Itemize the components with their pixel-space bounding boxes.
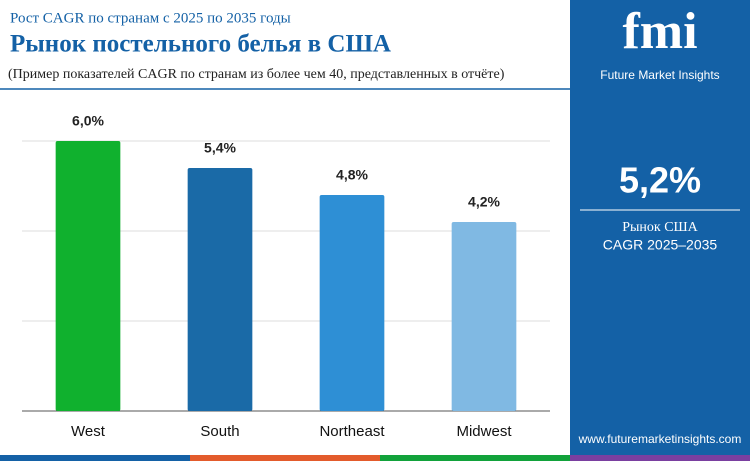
value-label: 6,0% [72, 113, 104, 129]
headline-label: Рынок США [622, 220, 698, 235]
chart-title: Рынок постельного белья в США [10, 31, 391, 58]
sidebar-panel [570, 0, 750, 455]
footer-strip [380, 455, 570, 461]
logo: fmi [622, 3, 697, 60]
chart-subtitle: Рост CAGR по странам с 2025 по 2035 годы [10, 10, 291, 26]
value-label: 4,8% [336, 167, 368, 183]
value-label: 4,2% [468, 194, 500, 210]
headline-value: 5,2% [619, 160, 701, 201]
headline-label: CAGR 2025–2035 [603, 237, 718, 253]
footer-strip [0, 455, 190, 461]
footer-strip [570, 455, 750, 461]
x-tick-label: West [71, 423, 106, 440]
x-tick-label: Northeast [319, 423, 385, 440]
x-tick-label: South [200, 423, 239, 440]
footer-strip [190, 455, 380, 461]
x-tick-label: Midwest [456, 423, 512, 440]
website: www.futuremarketinsights.com [578, 432, 742, 446]
bar [187, 168, 253, 411]
bar [451, 222, 517, 411]
chart-note: (Пример показателей CAGR по странам из б… [8, 67, 505, 82]
bar [55, 141, 121, 411]
bar [319, 195, 385, 411]
brand: Future Market Insights [600, 68, 719, 82]
value-label: 5,4% [204, 140, 236, 156]
